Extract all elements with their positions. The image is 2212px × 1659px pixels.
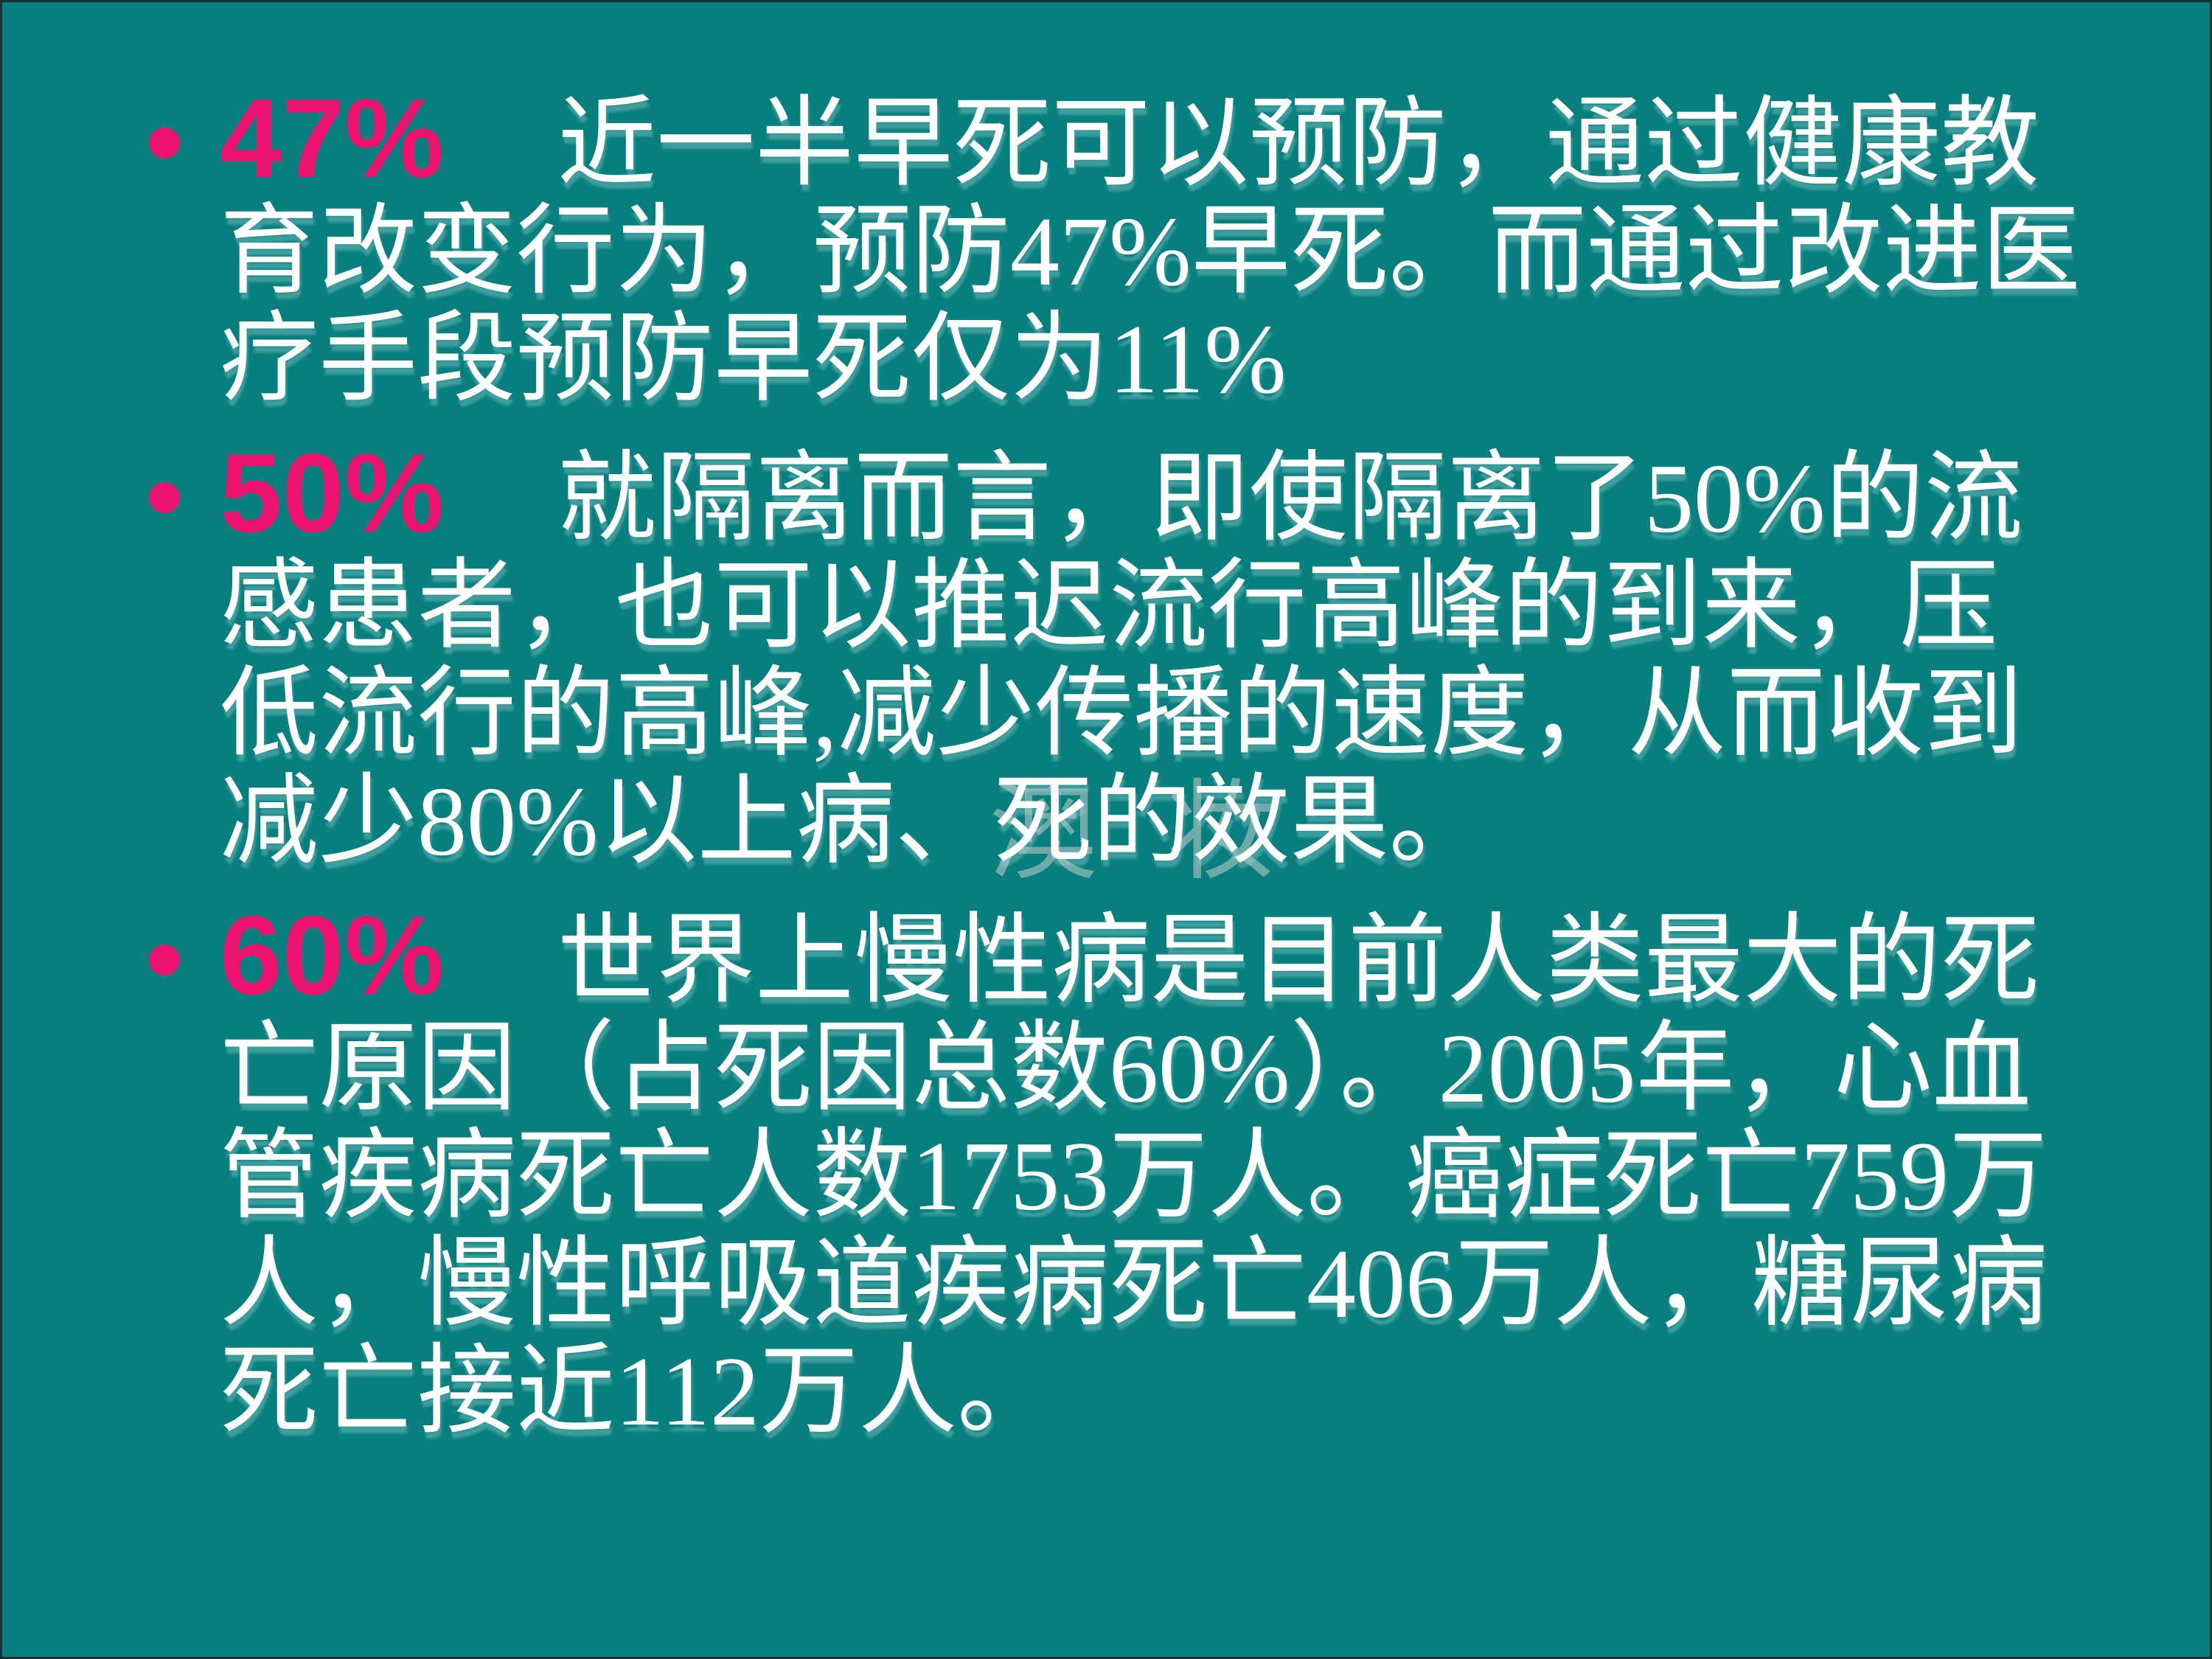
stat-60-label: 60% (220, 893, 445, 1018)
stat-50-label: 50% (220, 431, 445, 556)
bullet-dot-icon (149, 128, 180, 159)
bullet-item-50: 50% 就隔离而言，即使隔离了50%的流感患者，也可以推迟流行高峰的到来，压低流行… (149, 431, 2095, 876)
stat-47-text: 近一半早死可以预防，通过健康教育改变行为，预防47%早死。而通过改进医疗手段预防… (220, 89, 2081, 414)
bullet-item-60: 60% 世界上慢性病是目前人类最大的死亡原因（占死因总数60%）。2005年，心血… (149, 893, 2095, 1446)
watermark-text: 澳 妆 (989, 771, 1276, 893)
stat-60-text: 世界上慢性病是目前人类最大的死亡原因（占死因总数60%）。2005年，心血管疾病… (220, 906, 2048, 1446)
stat-47-label: 47% (220, 76, 445, 201)
bullet-dot-icon (149, 482, 180, 513)
bullet-list: 47% 近一半早死可以预防，通过健康教育改变行为，预防47%早死。而通过改进医疗手… (2, 2, 2210, 1445)
stat-50-text: 就隔离而言，即使隔离了50%的流感患者，也可以推迟流行高峰的到来，压低流行的高峰… (220, 444, 2023, 876)
bullet-dot-icon (149, 945, 180, 975)
bullet-item-47: 47% 近一半早死可以预防，通过健康教育改变行为，预防47%早死。而通过改进医疗手… (149, 76, 2095, 414)
